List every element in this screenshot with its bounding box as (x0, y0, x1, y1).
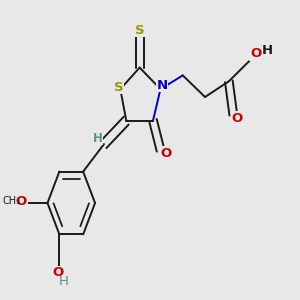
Text: O: O (52, 266, 64, 279)
Text: N: N (156, 79, 167, 92)
Text: H: H (92, 132, 102, 145)
Text: CH₃: CH₃ (2, 196, 20, 206)
Text: O: O (160, 147, 171, 160)
Text: O: O (231, 112, 242, 125)
Text: S: S (135, 24, 145, 37)
Text: H: H (262, 44, 273, 57)
Text: H: H (59, 275, 69, 288)
Text: S: S (114, 81, 124, 94)
Text: O: O (250, 47, 261, 60)
Text: O: O (16, 194, 27, 208)
